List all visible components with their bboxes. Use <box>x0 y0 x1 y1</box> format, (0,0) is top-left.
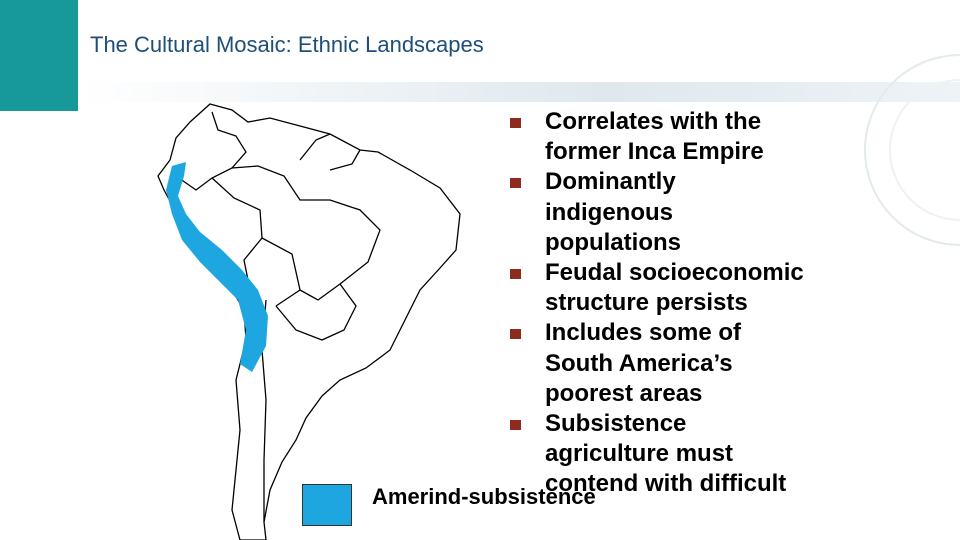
bullet-list: Correlates with the former Inca Empire Do… <box>510 107 807 500</box>
bullet-item: Subsistence agriculture must contend wit… <box>510 409 807 500</box>
south-america-outline <box>157 103 461 540</box>
title-band <box>78 82 960 102</box>
amerind-region <box>166 162 268 372</box>
accent-block <box>0 0 78 111</box>
bullet-item: Feudal socioeconomic structure persists <box>510 258 807 318</box>
bullet-item: Correlates with the former Inca Empire <box>510 107 807 167</box>
legend-swatch <box>302 484 352 526</box>
slide-title: The Cultural Mosaic: Ethnic Landscapes <box>90 32 484 57</box>
bullet-item: Includes some of South America’s poorest… <box>510 318 807 409</box>
legend-label: Amerind-subsistence <box>372 484 596 509</box>
bullet-item: Dominantly indigenous populations <box>510 167 807 258</box>
